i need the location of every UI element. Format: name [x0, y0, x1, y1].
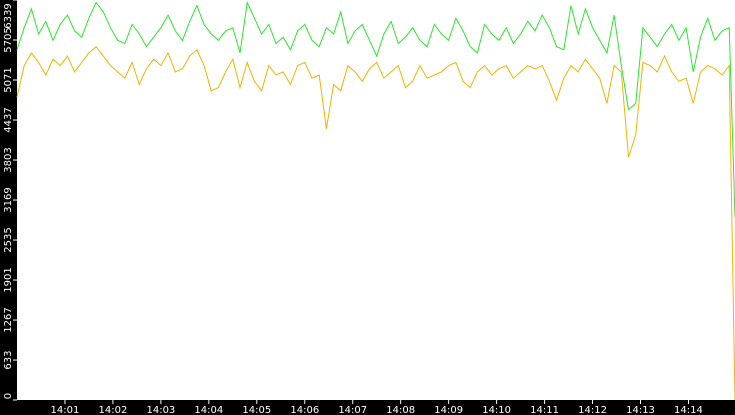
- y-tick-label: 6339: [3, 3, 14, 28]
- y-tick-label: 3803: [3, 147, 14, 172]
- x-tick-label: 14:08: [386, 405, 415, 415]
- y-tick-label: 5705: [3, 27, 14, 52]
- x-tick-label: 14:14: [674, 405, 703, 415]
- series-line: [16, 0, 735, 218]
- y-axis-strip: [0, 0, 17, 415]
- y-tick-label: 633: [3, 351, 14, 370]
- y-tick-label: 5071: [3, 67, 14, 92]
- y-tick-label: 1901: [3, 267, 14, 292]
- x-tick-label: 14:02: [99, 405, 128, 415]
- x-tick-label: 14:05: [242, 405, 271, 415]
- x-tick-label: 14:06: [290, 405, 319, 415]
- x-tick-label: 14:01: [51, 405, 80, 415]
- y-tick-label: 1267: [3, 307, 14, 332]
- y-tick-label: 3169: [3, 187, 14, 212]
- y-tick-label: 4437: [3, 107, 14, 132]
- y-tick-label: 0: [3, 393, 14, 399]
- x-tick-label: 14:13: [626, 405, 655, 415]
- series-line: [16, 45, 735, 401]
- x-tick-label: 14:04: [194, 405, 223, 415]
- x-tick-label: 14:10: [482, 405, 511, 415]
- y-tick-label: 2535: [3, 227, 14, 252]
- x-tick-label: 14:03: [146, 405, 175, 415]
- x-tick-label: 14:07: [338, 405, 367, 415]
- x-tick-label: 14:12: [578, 405, 607, 415]
- x-axis-strip: [0, 400, 735, 415]
- x-tick-label: 14:09: [434, 405, 463, 415]
- x-tick-label: 14:11: [530, 405, 559, 415]
